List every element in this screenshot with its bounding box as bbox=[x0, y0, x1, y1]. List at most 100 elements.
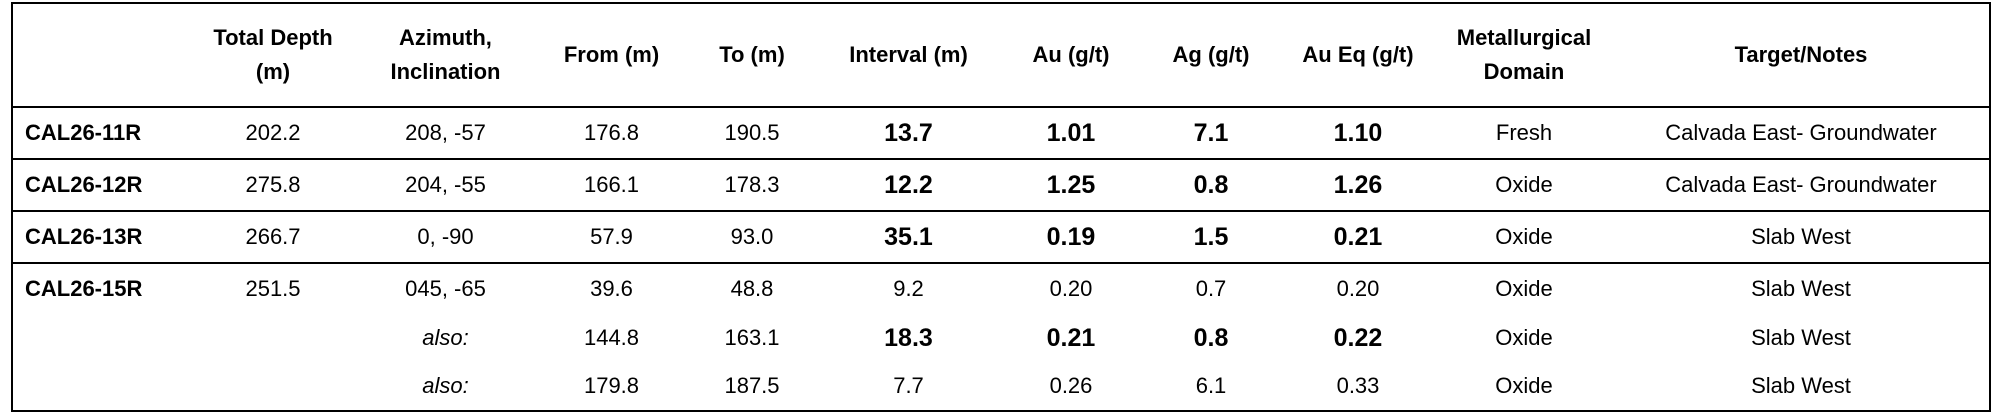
cell-interval: 7.7 bbox=[893, 373, 924, 398]
cell-depth bbox=[190, 362, 356, 411]
cell-aueq: 0.21 bbox=[1281, 210, 1435, 263]
table-body: CAL26-11R 202.2 208, -57 176.8 190.5 13.7 1.01… bbox=[12, 106, 1990, 411]
cell-au: 0.26 bbox=[1049, 373, 1093, 398]
table-row: CAL26-13R 266.7 0, -90 57.9 93.0 35.1 0.19 1.5 0… bbox=[12, 210, 1990, 263]
header-cell: Au (g/t) bbox=[1001, 3, 1141, 108]
cell-au: 0.21 bbox=[1046, 323, 1096, 352]
header-text: Total Depth bbox=[213, 25, 333, 50]
cell-azimuth: also: bbox=[422, 373, 469, 398]
cell-hole: CAL26-12R bbox=[12, 158, 190, 211]
cell-from: 144.8 bbox=[583, 325, 640, 350]
cell-ag: 0.8 bbox=[1193, 323, 1229, 352]
header-text: Au (g/t) bbox=[1032, 42, 1110, 67]
header-cell: Metallurgical Domain bbox=[1435, 3, 1613, 108]
cell-hole: CAL26-11R bbox=[12, 106, 190, 159]
cell-au: 0.20 bbox=[1001, 262, 1141, 314]
cell-azimuth: 0, -90 bbox=[356, 210, 535, 263]
cell-azimuth: 208, -57 bbox=[356, 106, 535, 159]
cell-from: 166.1 bbox=[535, 158, 688, 211]
cell-to: 187.5 bbox=[724, 373, 780, 398]
cell-interval: 18.3 bbox=[884, 323, 933, 352]
header-cell: From (m) bbox=[535, 3, 688, 108]
cell-au: 0.19 bbox=[1001, 210, 1141, 263]
cell-azimuth: 204, -55 bbox=[356, 158, 535, 211]
header-text: Au Eq (g/t) bbox=[1302, 42, 1414, 67]
cell-to: 190.5 bbox=[688, 106, 816, 159]
cell-ag: 6.1 bbox=[1195, 373, 1227, 398]
cell-to: 163.1 bbox=[724, 325, 780, 350]
header-cell: Interval (m) bbox=[816, 3, 1001, 108]
cell-domain: Oxide bbox=[1435, 158, 1613, 211]
results-table: Total Depth (m) Azimuth, Inclination From (m… bbox=[11, 2, 1991, 412]
cell-target: Slab West bbox=[1613, 210, 1990, 263]
header-text: Inclination bbox=[390, 59, 501, 84]
cell-ag: 7.1 bbox=[1141, 106, 1281, 159]
table-row: CAL26-11R 202.2 208, -57 176.8 190.5 13.7 1.01… bbox=[12, 106, 1990, 159]
table-row: also: 179.8 187.5 7.7 0.26 6.1 0.33 Oxide Slab W… bbox=[12, 362, 1990, 411]
table-row: CAL26-12R 275.8 204, -55 166.1 178.3 12.2 1.25… bbox=[12, 158, 1990, 211]
cell-target: Slab West bbox=[1751, 325, 1851, 350]
cell-aueq: 0.22 bbox=[1333, 323, 1383, 352]
cell-depth: 202.2 bbox=[190, 106, 356, 159]
cell-aueq: 0.33 bbox=[1336, 373, 1380, 398]
cell-to: 178.3 bbox=[688, 158, 816, 211]
cell-domain: Oxide bbox=[1495, 373, 1553, 398]
cell-domain: Oxide bbox=[1435, 262, 1613, 314]
cell-hole bbox=[12, 314, 190, 362]
cell-aueq: 1.10 bbox=[1281, 106, 1435, 159]
cell-interval: 9.2 bbox=[816, 262, 1001, 314]
header-text: Domain bbox=[1483, 59, 1565, 84]
cell-domain: Oxide bbox=[1495, 325, 1553, 350]
header-cell bbox=[12, 3, 190, 108]
cell-ag: 0.7 bbox=[1141, 262, 1281, 314]
cell-depth: 266.7 bbox=[190, 210, 356, 263]
cell-au: 1.25 bbox=[1001, 158, 1141, 211]
cell-interval: 12.2 bbox=[816, 158, 1001, 211]
cell-azimuth: 045, -65 bbox=[356, 262, 535, 314]
cell-to: 48.8 bbox=[688, 262, 816, 314]
header-cell: Azimuth, Inclination bbox=[356, 3, 535, 108]
cell-domain: Oxide bbox=[1435, 210, 1613, 263]
header-cell: Total Depth (m) bbox=[190, 3, 356, 108]
header-text: Ag (g/t) bbox=[1172, 42, 1250, 67]
cell-target: Slab West bbox=[1613, 262, 1990, 314]
header-cell: Ag (g/t) bbox=[1141, 3, 1281, 108]
cell-aueq: 1.26 bbox=[1281, 158, 1435, 211]
header-cell: Target/Notes bbox=[1613, 3, 1990, 108]
cell-azimuth: also: bbox=[422, 325, 469, 350]
cell-depth: 251.5 bbox=[190, 262, 356, 314]
cell-depth bbox=[190, 314, 356, 362]
cell-interval: 35.1 bbox=[816, 210, 1001, 263]
table-row: also: 144.8 163.1 18.3 0.21 0.8 0.22 Oxide Slab … bbox=[12, 314, 1990, 362]
cell-from: 176.8 bbox=[535, 106, 688, 159]
header-text: To (m) bbox=[719, 42, 785, 67]
cell-ag: 1.5 bbox=[1141, 210, 1281, 263]
cell-target: Calvada East- Groundwater bbox=[1613, 158, 1990, 211]
header-text: From (m) bbox=[563, 42, 660, 67]
cell-domain: Fresh bbox=[1435, 106, 1613, 159]
cell-from: 39.6 bbox=[535, 262, 688, 314]
header-text: (m) bbox=[255, 59, 291, 84]
table-row: CAL26-15R 251.5 045, -65 39.6 48.8 9.2 0.20 0.7… bbox=[12, 262, 1990, 314]
cell-target: Slab West bbox=[1751, 373, 1851, 398]
header-text: Azimuth, bbox=[399, 25, 492, 50]
cell-hole: CAL26-15R bbox=[12, 262, 190, 314]
header-text: Interval (m) bbox=[849, 42, 968, 67]
cell-hole bbox=[12, 362, 190, 411]
header-text: Target/Notes bbox=[1734, 42, 1868, 67]
cell-from: 179.8 bbox=[583, 373, 640, 398]
cell-au: 1.01 bbox=[1001, 106, 1141, 159]
cell-to: 93.0 bbox=[688, 210, 816, 263]
cell-depth: 275.8 bbox=[190, 158, 356, 211]
header-text: Metallurgical bbox=[1456, 25, 1592, 50]
header-cell: To (m) bbox=[688, 3, 816, 108]
cell-interval: 13.7 bbox=[816, 106, 1001, 159]
cell-ag: 0.8 bbox=[1141, 158, 1281, 211]
header-row: Total Depth (m) Azimuth, Inclination From (m… bbox=[12, 3, 1990, 108]
header-cell: Au Eq (g/t) bbox=[1281, 3, 1435, 108]
cell-target: Calvada East- Groundwater bbox=[1613, 106, 1990, 159]
cell-from: 57.9 bbox=[535, 210, 688, 263]
cell-hole: CAL26-13R bbox=[12, 210, 190, 263]
cell-aueq: 0.20 bbox=[1281, 262, 1435, 314]
